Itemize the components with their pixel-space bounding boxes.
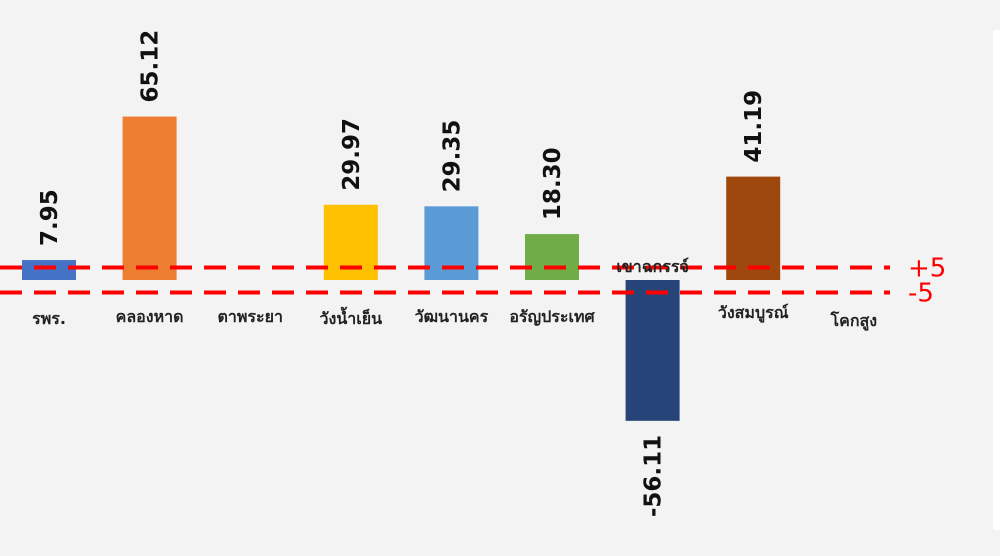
bar-1 bbox=[122, 116, 177, 280]
category-label-1: คลองหาด bbox=[116, 307, 184, 326]
bar-0 bbox=[22, 260, 76, 280]
category-label-5: อรัญประเทศ bbox=[509, 307, 595, 327]
category-label-3: วังน้ำเย็น bbox=[320, 306, 383, 328]
value-label-6: -56.11 bbox=[641, 435, 667, 517]
value-label-0: 7.95 bbox=[37, 189, 63, 246]
value-label-4: 29.35 bbox=[439, 120, 465, 193]
value-label-1: 65.12 bbox=[138, 30, 164, 103]
value-label-3: 29.97 bbox=[339, 118, 365, 191]
bar-5 bbox=[525, 234, 579, 280]
category-label-0: รพร. bbox=[32, 309, 66, 328]
value-label-5: 18.30 bbox=[540, 147, 566, 220]
category-label-2: ตาพระยา bbox=[217, 307, 282, 326]
reference-label-0: +5 bbox=[908, 253, 946, 283]
category-label-4: วัฒนานคร bbox=[415, 307, 489, 326]
value-label-7: 41.19 bbox=[741, 90, 767, 163]
category-label-7: วังสมบูรณ์ bbox=[718, 303, 789, 324]
chart-frame-edge bbox=[993, 30, 1000, 530]
bar-7 bbox=[726, 176, 781, 280]
reference-label-1: -5 bbox=[908, 279, 934, 309]
category-label-8: โคกสูง bbox=[830, 310, 878, 332]
bar-6 bbox=[625, 280, 680, 421]
category-label-6: เขาฉกรรจ์ bbox=[616, 257, 689, 276]
